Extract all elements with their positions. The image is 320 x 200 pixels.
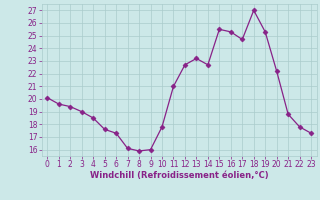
X-axis label: Windchill (Refroidissement éolien,°C): Windchill (Refroidissement éolien,°C) [90, 171, 268, 180]
